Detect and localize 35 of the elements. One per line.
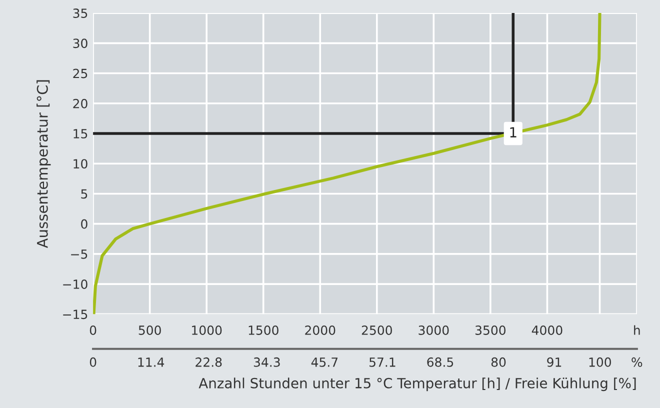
x-tick-label: 3000 [418,325,449,335]
x-tick-label: 3500 [475,325,506,335]
x2-tick-label: 11.4 [138,358,164,367]
x-tick-label: 2000 [305,325,336,335]
x2-tick-label: 57.1 [370,358,396,367]
y-tick-label: 20 [73,98,88,108]
x2-tick-label: % [632,357,642,367]
y-tick-label: −5 [71,250,88,259]
y-tick-label: 35 [73,8,88,18]
x2-tick-label: 80 [491,357,506,367]
y-tick-label: 0 [81,219,88,229]
x2-tick-label: 91 [547,357,562,367]
x2-tick-label: 34.3 [254,357,280,367]
x-tick-label: 500 [138,325,161,335]
x2-tick-label: 22.8 [196,357,222,367]
x2-tick-label: 68.5 [427,357,454,367]
x-tick-label: 4000 [532,325,562,335]
x-tick-label: h [634,325,640,335]
y-tick-label: 5 [81,189,88,199]
y-axis-title: Aussentemperatur [°C] [36,80,51,248]
y-tick-label: 25 [73,68,88,78]
x-tick-label: 1000 [192,325,222,335]
annotation: 1 [510,127,516,138]
y-tick-label: 15 [74,129,88,138]
x-tick-label: 0 [90,325,96,335]
y-tick-label: −15 [63,310,88,320]
y-tick-label: 10 [74,159,88,169]
x2-tick-label: 100 [589,357,611,367]
x-axis-title: Anzahl Stunden unter 15 °C Temperatur [h] / Freie Kühlung [%] [198,378,636,392]
x2-tick-label: 0 [90,357,96,367]
x2-tick-label: 45.7 [311,358,338,367]
x-tick-label: 2500 [362,325,392,335]
y-tick-label: −10 [63,280,88,289]
y-tick-label: 30 [73,38,88,48]
x-tick-label: 1500 [248,325,278,335]
